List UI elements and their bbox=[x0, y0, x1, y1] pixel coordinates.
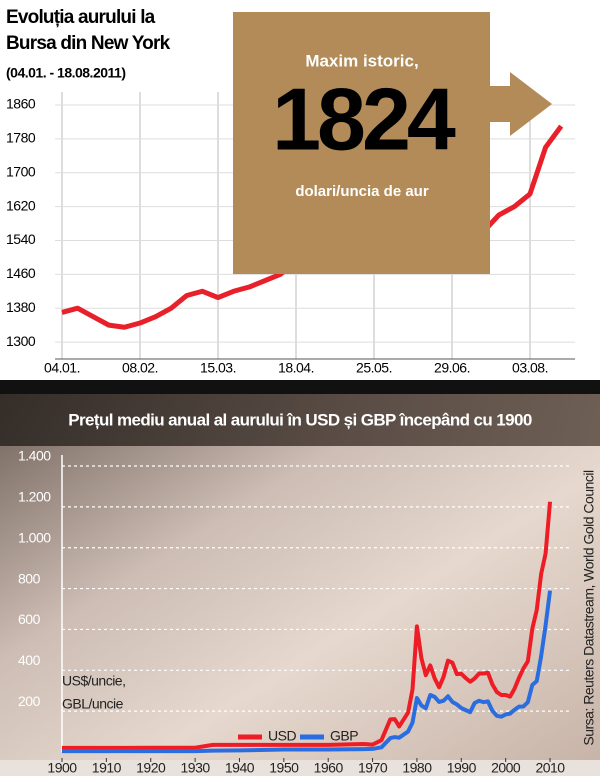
y-tick-label: 1540 bbox=[6, 231, 36, 247]
x-tick-label: 1960 bbox=[314, 760, 344, 776]
y-tick-label: 1.000 bbox=[18, 529, 51, 545]
x-tick-label: 08.02. bbox=[122, 360, 158, 376]
y-tick-label: 1780 bbox=[6, 130, 36, 146]
annotation-value: 1824 bbox=[272, 69, 456, 168]
photo-background bbox=[0, 394, 600, 776]
chart-gold-1900: Prețul mediu anual al aurului în USD și … bbox=[18, 410, 597, 775]
y-tick-label: 1620 bbox=[6, 197, 36, 213]
y-tick-label: 1460 bbox=[6, 265, 36, 281]
y-tick-label: 1700 bbox=[6, 163, 36, 179]
y-tick-label: 800 bbox=[18, 570, 41, 586]
x-tick-label: 2000 bbox=[491, 760, 521, 776]
annotation-bottom: dolari/uncia de aur bbox=[295, 183, 429, 200]
chart-subtitle: (04.01. - 18.08.2011) bbox=[6, 65, 126, 81]
y-tick-label: 1380 bbox=[6, 299, 36, 315]
x-tick-label: 1910 bbox=[92, 760, 122, 776]
x-tick-label: 18.04. bbox=[278, 360, 314, 376]
y-tick-label: 1.200 bbox=[18, 489, 51, 505]
y-tick-label: 1300 bbox=[6, 333, 36, 349]
y-tick-label: 1860 bbox=[6, 96, 36, 112]
chart-title: Bursa din New York bbox=[6, 33, 171, 54]
x-tick-label: 1970 bbox=[358, 760, 388, 776]
legend-label: GBP bbox=[330, 728, 358, 744]
x-tick-label: 1930 bbox=[181, 760, 211, 776]
divider bbox=[0, 380, 600, 394]
x-tick-label: 2010 bbox=[535, 760, 565, 776]
x-tick-label: 1920 bbox=[136, 760, 166, 776]
annotation-box bbox=[233, 12, 490, 274]
x-axis-strip bbox=[0, 760, 600, 776]
x-tick-label: 1980 bbox=[402, 760, 432, 776]
source-note: Sursa: Reuters Datastream, World Gold Co… bbox=[581, 470, 597, 746]
x-tick-label: 1950 bbox=[269, 760, 299, 776]
series-line bbox=[62, 590, 553, 754]
series-line bbox=[62, 501, 553, 750]
chart-title: Evoluția aurului la bbox=[6, 7, 156, 28]
unit-label: US$/uncie, bbox=[62, 673, 125, 689]
y-tick-label: 200 bbox=[18, 693, 41, 709]
annotation-arrow bbox=[490, 72, 552, 136]
annotation-top: Maxim istoric, bbox=[305, 51, 418, 70]
legend-label: USD bbox=[268, 728, 296, 744]
x-tick-label: 1990 bbox=[447, 760, 477, 776]
x-tick-label: 1900 bbox=[47, 760, 77, 776]
x-tick-label: 29.06. bbox=[434, 360, 470, 376]
x-tick-label: 25.05. bbox=[356, 360, 392, 376]
chart-gold-2011: Evoluția aurului la Bursa din New York (04… bbox=[6, 7, 575, 376]
x-tick-label: 03.08. bbox=[512, 360, 548, 376]
x-tick-label: 15.03. bbox=[200, 360, 236, 376]
x-tick-label: 04.01. bbox=[44, 360, 80, 376]
title-bar bbox=[0, 394, 600, 446]
y-tick-label: 1.400 bbox=[18, 448, 51, 464]
y-tick-label: 600 bbox=[18, 611, 41, 627]
chart-title: Prețul mediu anual al aurului în USD și … bbox=[68, 410, 532, 429]
x-tick-label: 1940 bbox=[225, 760, 255, 776]
unit-label: GBL/uncie bbox=[62, 696, 124, 712]
y-tick-label: 400 bbox=[18, 652, 41, 668]
